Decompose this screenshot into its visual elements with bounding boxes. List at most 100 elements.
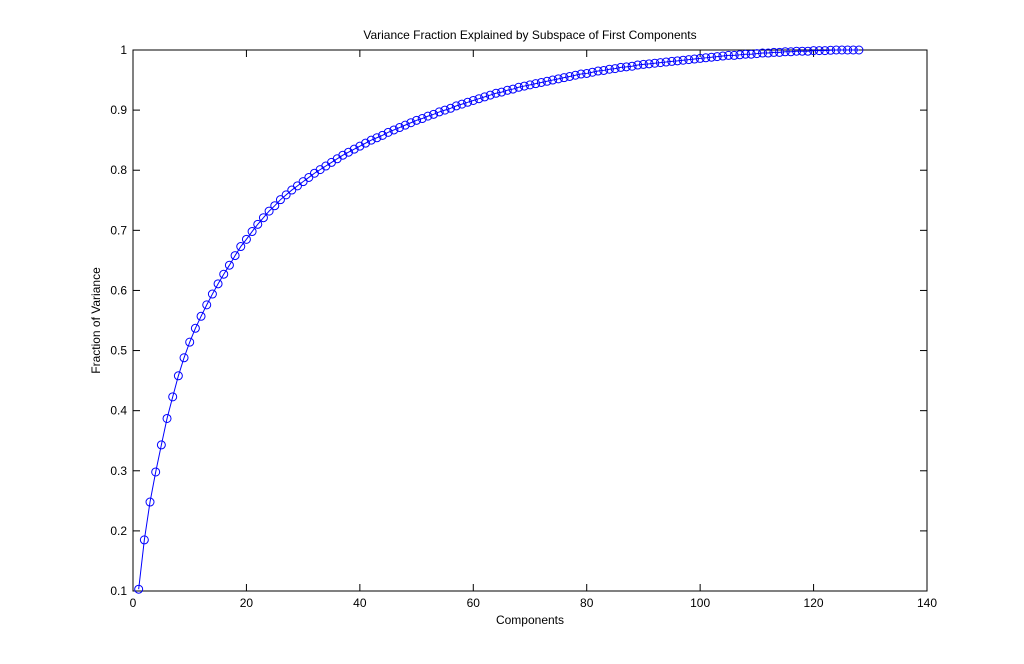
data-point — [423, 111, 433, 121]
data-point — [446, 103, 456, 113]
data-point — [173, 371, 183, 381]
data-point — [661, 57, 671, 67]
data-point — [168, 392, 178, 402]
data-point — [502, 85, 512, 95]
y-tick-label: 0.3 — [110, 464, 127, 478]
data-point — [406, 118, 416, 128]
data-point — [304, 172, 314, 182]
data-point — [655, 58, 665, 68]
y-axis-label: Fraction of Variance — [89, 267, 103, 374]
data-point — [519, 81, 529, 91]
x-tick-label: 0 — [130, 596, 137, 610]
data-point — [706, 52, 716, 62]
data-point — [576, 69, 586, 79]
data-point — [837, 45, 847, 55]
data-point — [338, 150, 348, 160]
x-axis-label: Components — [496, 613, 564, 627]
data-point — [457, 99, 467, 109]
data-point — [463, 97, 473, 107]
data-point — [565, 71, 575, 81]
data-point — [729, 50, 739, 60]
data-point — [480, 92, 490, 102]
data-point — [400, 120, 410, 130]
data-point — [854, 45, 864, 55]
data-point — [213, 279, 223, 289]
data-point — [792, 46, 802, 56]
data-point — [491, 88, 501, 98]
y-tick-label: 0.2 — [110, 524, 127, 538]
data-point — [542, 76, 552, 86]
x-tick-label: 40 — [353, 596, 367, 610]
data-point — [378, 130, 388, 140]
data-point — [196, 311, 206, 321]
x-tick-label: 120 — [804, 596, 824, 610]
data-point — [417, 114, 427, 124]
data-point — [514, 82, 524, 92]
data-point — [780, 47, 790, 57]
data-point — [582, 68, 592, 78]
data-point — [270, 201, 280, 211]
data-point — [224, 260, 234, 270]
x-tick-label: 60 — [467, 596, 481, 610]
data-point — [185, 337, 195, 347]
x-tick-label: 20 — [240, 596, 254, 610]
data-point — [803, 46, 813, 56]
data-point — [746, 49, 756, 59]
data-point — [395, 123, 405, 133]
data-point — [468, 95, 478, 105]
data-point — [485, 90, 495, 100]
data-point — [361, 138, 371, 148]
data-point — [718, 51, 728, 61]
data-point — [429, 109, 439, 119]
data-point — [831, 45, 841, 55]
data-point — [672, 56, 682, 66]
data-point — [758, 48, 768, 58]
data-point — [383, 127, 393, 137]
data-point — [604, 64, 614, 74]
y-tick-label: 1 — [120, 43, 127, 57]
data-point — [741, 49, 751, 59]
data-point — [134, 584, 144, 594]
data-point — [826, 45, 836, 55]
data-point — [559, 73, 569, 83]
data-point — [650, 58, 660, 68]
y-tick-label: 0.8 — [110, 163, 127, 177]
data-point — [139, 535, 149, 545]
chart-title: Variance Fraction Explained by Subspace … — [363, 28, 696, 42]
data-point — [366, 135, 376, 145]
data-point — [287, 185, 297, 195]
data-point — [349, 144, 359, 154]
data-point — [735, 50, 745, 60]
data-point — [202, 300, 212, 310]
data-point — [253, 219, 263, 229]
data-point — [355, 141, 365, 151]
data-point — [587, 67, 597, 77]
x-axis-ticks: 0 20 40 60 80 100 120 140 — [130, 50, 937, 610]
data-point — [298, 177, 308, 187]
data-point — [638, 59, 648, 69]
data-point — [344, 147, 354, 157]
data-point — [230, 251, 240, 261]
data-point — [599, 65, 609, 75]
data-point — [275, 195, 285, 205]
data-point — [814, 46, 824, 56]
data-point — [616, 62, 626, 72]
data-point — [843, 45, 853, 55]
data-point — [695, 53, 705, 63]
data-point — [621, 62, 631, 72]
data-point — [372, 133, 382, 143]
data-point — [570, 70, 580, 80]
data-point — [548, 75, 558, 85]
data-point — [179, 353, 189, 363]
y-axis-ticks: 0.1 0.2 0.3 0.4 0.5 0.6 0.7 0.8 0.9 1 — [110, 43, 927, 598]
data-point — [684, 55, 694, 65]
x-tick-label: 100 — [690, 596, 710, 610]
data-point — [508, 84, 518, 94]
data-point — [536, 77, 546, 87]
y-tick-label: 0.4 — [110, 404, 127, 418]
data-point — [848, 45, 858, 55]
data-point — [281, 190, 291, 200]
data-point — [678, 55, 688, 65]
data-point — [207, 289, 217, 299]
